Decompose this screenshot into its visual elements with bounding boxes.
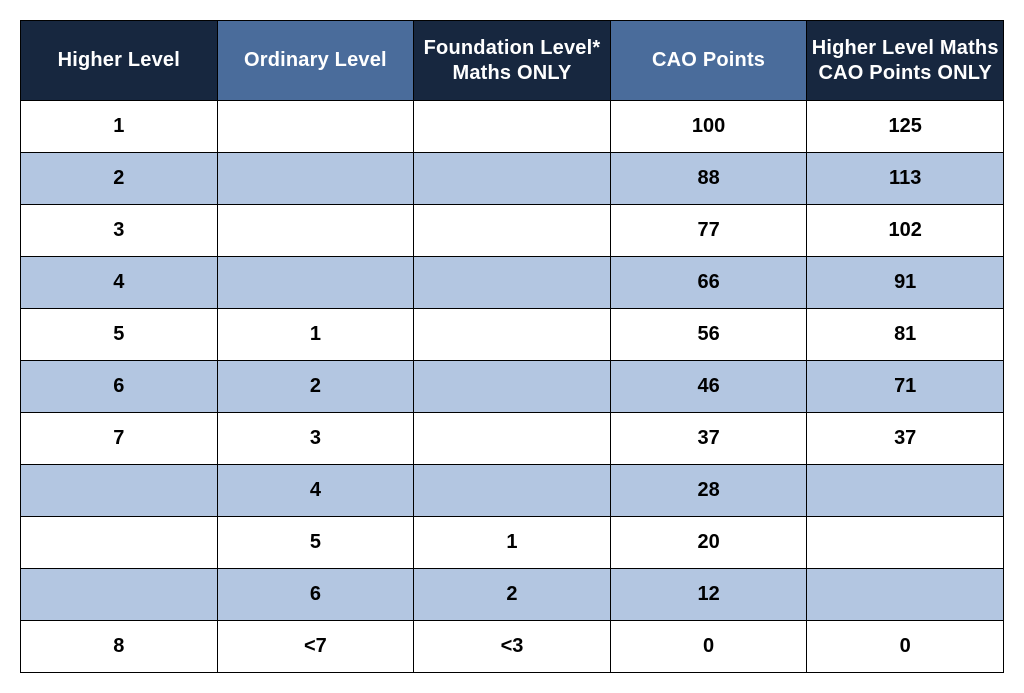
cell [414, 309, 611, 361]
col-header-cao-points: CAO Points [610, 21, 807, 101]
col-header-higher-level: Higher Level [21, 21, 218, 101]
cell: 8 [21, 621, 218, 673]
table-row: 73 3737 [21, 413, 1004, 465]
cell [414, 413, 611, 465]
cell: 4 [217, 465, 414, 517]
cell: <7 [217, 621, 414, 673]
col-header-ordinary-level: Ordinary Level [217, 21, 414, 101]
cell [414, 257, 611, 309]
cell: 28 [610, 465, 807, 517]
cell: 91 [807, 257, 1004, 309]
cell: 88 [610, 153, 807, 205]
cao-points-table: Higher Level Ordinary Level Foundation L… [20, 20, 1004, 673]
cell [414, 153, 611, 205]
cell: 12 [610, 569, 807, 621]
table-row: 2 88113 [21, 153, 1004, 205]
cell: 2 [217, 361, 414, 413]
cell: 37 [807, 413, 1004, 465]
cell [217, 205, 414, 257]
cell: 5 [21, 309, 218, 361]
cell: 46 [610, 361, 807, 413]
cell: 0 [807, 621, 1004, 673]
cell [807, 569, 1004, 621]
table-header-row: Higher Level Ordinary Level Foundation L… [21, 21, 1004, 101]
cell: 102 [807, 205, 1004, 257]
table-row: 1 100125 [21, 101, 1004, 153]
cell: 1 [217, 309, 414, 361]
table-row: 8<7<300 [21, 621, 1004, 673]
table-row: 4 28 [21, 465, 1004, 517]
cell: 125 [807, 101, 1004, 153]
cell: 81 [807, 309, 1004, 361]
cell [807, 465, 1004, 517]
table-row: 6212 [21, 569, 1004, 621]
cell: 56 [610, 309, 807, 361]
cell [414, 205, 611, 257]
cell: 5 [217, 517, 414, 569]
cell: 0 [610, 621, 807, 673]
cell: 6 [217, 569, 414, 621]
cell [217, 153, 414, 205]
table-body: 1100125 288113 377102 46691 515681 62467… [21, 101, 1004, 673]
cell: 113 [807, 153, 1004, 205]
cell [21, 569, 218, 621]
cell [414, 465, 611, 517]
cell [414, 101, 611, 153]
table-row: 3 77102 [21, 205, 1004, 257]
cell: 3 [21, 205, 218, 257]
cell [807, 517, 1004, 569]
table-row: 4 6691 [21, 257, 1004, 309]
table-row: 51 5681 [21, 309, 1004, 361]
cell: 66 [610, 257, 807, 309]
cell: 100 [610, 101, 807, 153]
cell: 4 [21, 257, 218, 309]
cell [217, 101, 414, 153]
cell: 3 [217, 413, 414, 465]
table-row: 62 4671 [21, 361, 1004, 413]
table-row: 5120 [21, 517, 1004, 569]
col-header-foundation-level: Foundation Level*Maths ONLY [414, 21, 611, 101]
cell: <3 [414, 621, 611, 673]
cell: 2 [21, 153, 218, 205]
cell: 6 [21, 361, 218, 413]
cell: 37 [610, 413, 807, 465]
cell: 2 [414, 569, 611, 621]
cao-points-table-container: Higher Level Ordinary Level Foundation L… [20, 20, 1004, 673]
cell: 20 [610, 517, 807, 569]
cell: 7 [21, 413, 218, 465]
cell: 71 [807, 361, 1004, 413]
cell [21, 465, 218, 517]
cell: 1 [414, 517, 611, 569]
cell: 1 [21, 101, 218, 153]
cell [414, 361, 611, 413]
cell: 77 [610, 205, 807, 257]
cell [21, 517, 218, 569]
col-header-higher-maths-cao: Higher Level MathsCAO Points ONLY [807, 21, 1004, 101]
cell [217, 257, 414, 309]
